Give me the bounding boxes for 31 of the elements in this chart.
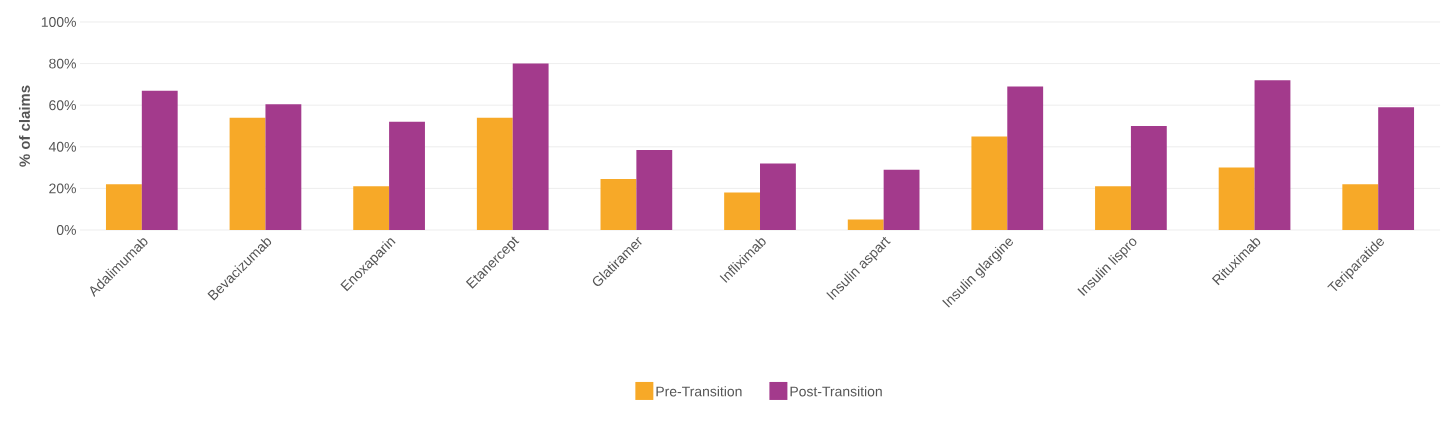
bar	[883, 169, 920, 230]
y-tick-label: 20%	[49, 183, 76, 194]
bar	[636, 149, 673, 230]
y-tick-label: 100%	[41, 17, 76, 27]
bar	[600, 179, 637, 230]
bar	[229, 117, 266, 230]
bar	[141, 90, 178, 230]
legend-label: Pre-Transition	[656, 386, 742, 397]
y-axis-title: % of claims	[18, 85, 30, 167]
legend-label: Post-Transition	[790, 386, 882, 397]
bar	[760, 163, 796, 230]
bar	[512, 63, 549, 230]
bar	[476, 117, 513, 230]
bar	[1342, 184, 1379, 230]
bar	[265, 104, 302, 230]
bar	[724, 192, 761, 230]
y-tick-label: 0%	[56, 225, 76, 235]
bar	[1254, 80, 1291, 230]
bar	[1095, 186, 1131, 230]
y-tick-label: 60%	[49, 100, 76, 111]
bar	[105, 184, 142, 230]
bar	[971, 136, 1008, 230]
bar	[353, 186, 390, 230]
bar	[847, 219, 884, 230]
bar	[1218, 167, 1255, 230]
bar	[1130, 126, 1167, 230]
bar	[389, 121, 425, 230]
y-tick-label: 80%	[49, 58, 76, 69]
bar	[1378, 107, 1415, 230]
y-tick-label: 40%	[48, 141, 76, 152]
bar	[1007, 86, 1044, 230]
